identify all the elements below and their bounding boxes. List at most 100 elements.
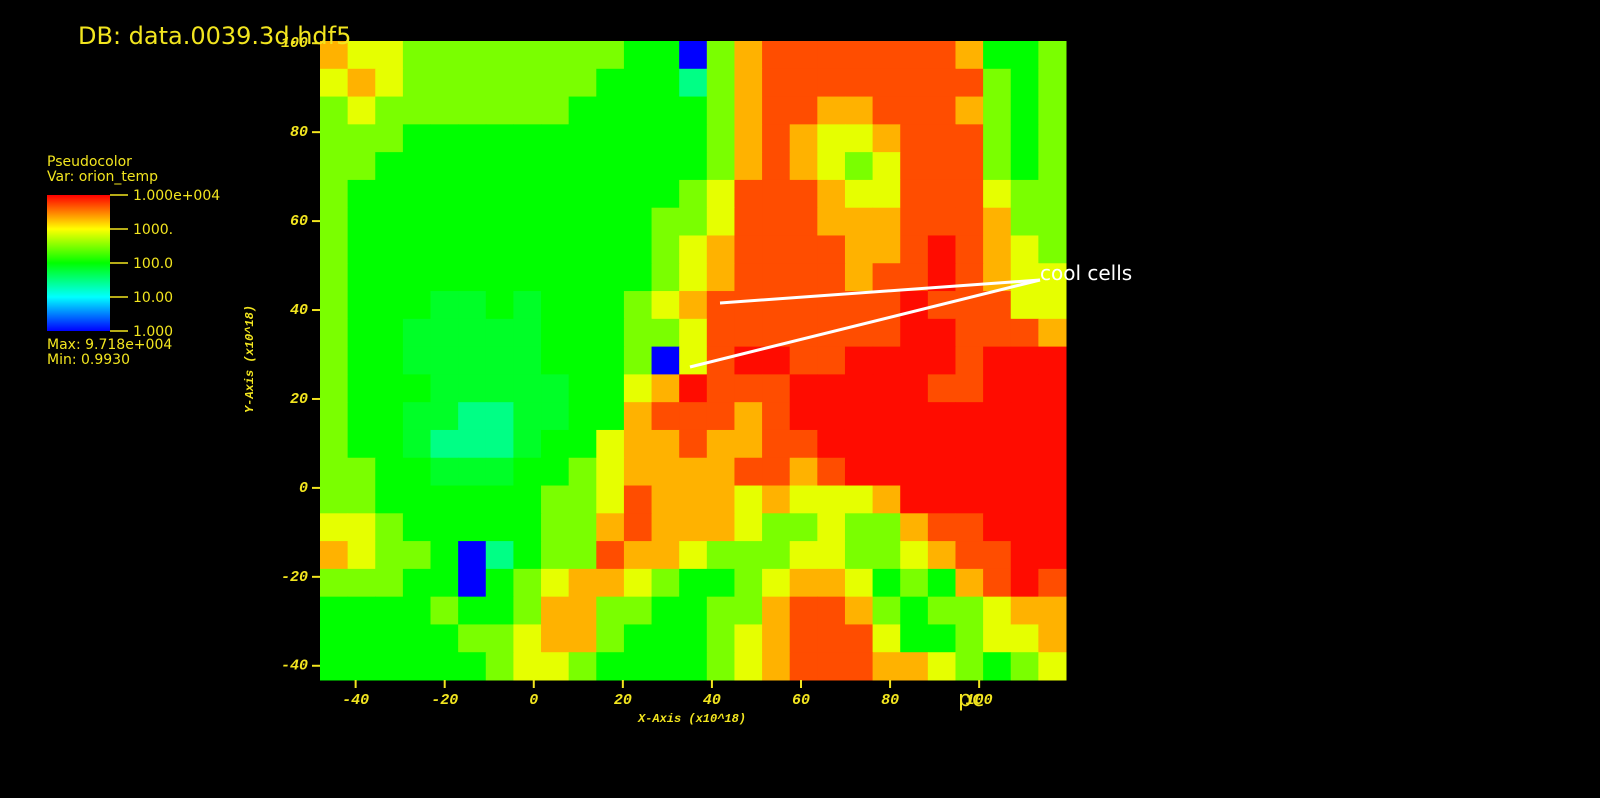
cell bbox=[320, 485, 349, 514]
cell bbox=[623, 429, 653, 459]
cell bbox=[817, 124, 846, 153]
cell bbox=[375, 235, 404, 264]
legend-min: Min: 0.9930 bbox=[47, 352, 130, 368]
cell bbox=[623, 235, 653, 264]
cell bbox=[320, 624, 349, 653]
cell bbox=[983, 513, 1012, 542]
cell bbox=[955, 402, 984, 431]
cell bbox=[1038, 152, 1067, 181]
cell bbox=[955, 68, 984, 98]
cell bbox=[927, 179, 956, 209]
cell bbox=[402, 652, 432, 681]
cell bbox=[347, 457, 376, 487]
cell bbox=[734, 124, 763, 153]
cell bbox=[900, 68, 929, 98]
cell bbox=[568, 485, 597, 514]
cell bbox=[817, 402, 846, 431]
cell bbox=[513, 346, 542, 375]
x-tick-label: 40 bbox=[703, 692, 721, 709]
cell bbox=[900, 152, 929, 181]
cell bbox=[706, 624, 735, 653]
cell bbox=[623, 624, 653, 653]
cell bbox=[955, 346, 984, 375]
x-tick-label: -40 bbox=[342, 692, 369, 709]
cell bbox=[568, 124, 597, 153]
cell bbox=[1010, 541, 1039, 570]
cell bbox=[430, 457, 459, 487]
cell bbox=[568, 291, 597, 320]
cell bbox=[955, 235, 984, 264]
x-tick-label: 100 bbox=[966, 692, 993, 709]
cell bbox=[458, 346, 487, 375]
cell bbox=[596, 541, 625, 570]
cell bbox=[844, 457, 874, 487]
cell bbox=[513, 96, 542, 125]
cell bbox=[458, 235, 487, 264]
cell bbox=[596, 291, 625, 320]
cell bbox=[347, 346, 376, 375]
cell bbox=[789, 235, 818, 264]
cell bbox=[596, 318, 625, 348]
cell bbox=[734, 568, 763, 598]
cell bbox=[596, 374, 625, 403]
cell bbox=[596, 179, 625, 209]
cell bbox=[1010, 346, 1039, 375]
cell bbox=[844, 263, 874, 292]
cell bbox=[706, 318, 735, 348]
cell bbox=[927, 346, 956, 375]
cell bbox=[568, 429, 597, 459]
cell bbox=[458, 318, 487, 348]
cell bbox=[513, 652, 542, 681]
cell bbox=[1038, 235, 1067, 264]
cell bbox=[485, 152, 514, 181]
cell bbox=[1038, 263, 1067, 292]
cell bbox=[596, 457, 625, 487]
cell bbox=[927, 457, 956, 487]
cell bbox=[458, 96, 487, 125]
cell bbox=[927, 485, 956, 514]
cell bbox=[513, 457, 542, 487]
cell bbox=[706, 568, 735, 598]
cell bbox=[375, 263, 404, 292]
cell bbox=[430, 235, 459, 264]
cell bbox=[375, 207, 404, 236]
cell bbox=[762, 124, 791, 153]
cell bbox=[983, 291, 1012, 320]
cell bbox=[375, 346, 404, 375]
cell bbox=[789, 96, 818, 125]
cell bbox=[817, 346, 846, 375]
cell bbox=[817, 485, 846, 514]
cell bbox=[651, 179, 680, 209]
cell bbox=[734, 429, 763, 459]
cell bbox=[679, 541, 708, 570]
cell bbox=[347, 96, 376, 125]
cell bbox=[955, 96, 984, 125]
cell bbox=[568, 235, 597, 264]
cell bbox=[568, 513, 597, 542]
cell bbox=[706, 263, 735, 292]
cell bbox=[568, 374, 597, 403]
cell bbox=[596, 152, 625, 181]
cell bbox=[872, 624, 901, 653]
cell bbox=[568, 96, 597, 125]
cell bbox=[872, 513, 901, 542]
cell bbox=[900, 457, 929, 487]
cell bbox=[872, 374, 901, 403]
cell bbox=[762, 207, 791, 236]
cell bbox=[623, 346, 653, 375]
cell bbox=[762, 624, 791, 653]
cell bbox=[706, 374, 735, 403]
cell bbox=[347, 624, 376, 653]
cell bbox=[541, 624, 570, 653]
cell bbox=[983, 318, 1012, 348]
cell bbox=[734, 152, 763, 181]
cell bbox=[568, 596, 597, 625]
cell bbox=[402, 429, 432, 459]
cell bbox=[1038, 291, 1067, 320]
cell bbox=[430, 263, 459, 292]
cell bbox=[844, 152, 874, 181]
cell bbox=[1010, 96, 1039, 125]
cell bbox=[347, 568, 376, 598]
legend-var: Var: orion_temp bbox=[47, 169, 158, 185]
